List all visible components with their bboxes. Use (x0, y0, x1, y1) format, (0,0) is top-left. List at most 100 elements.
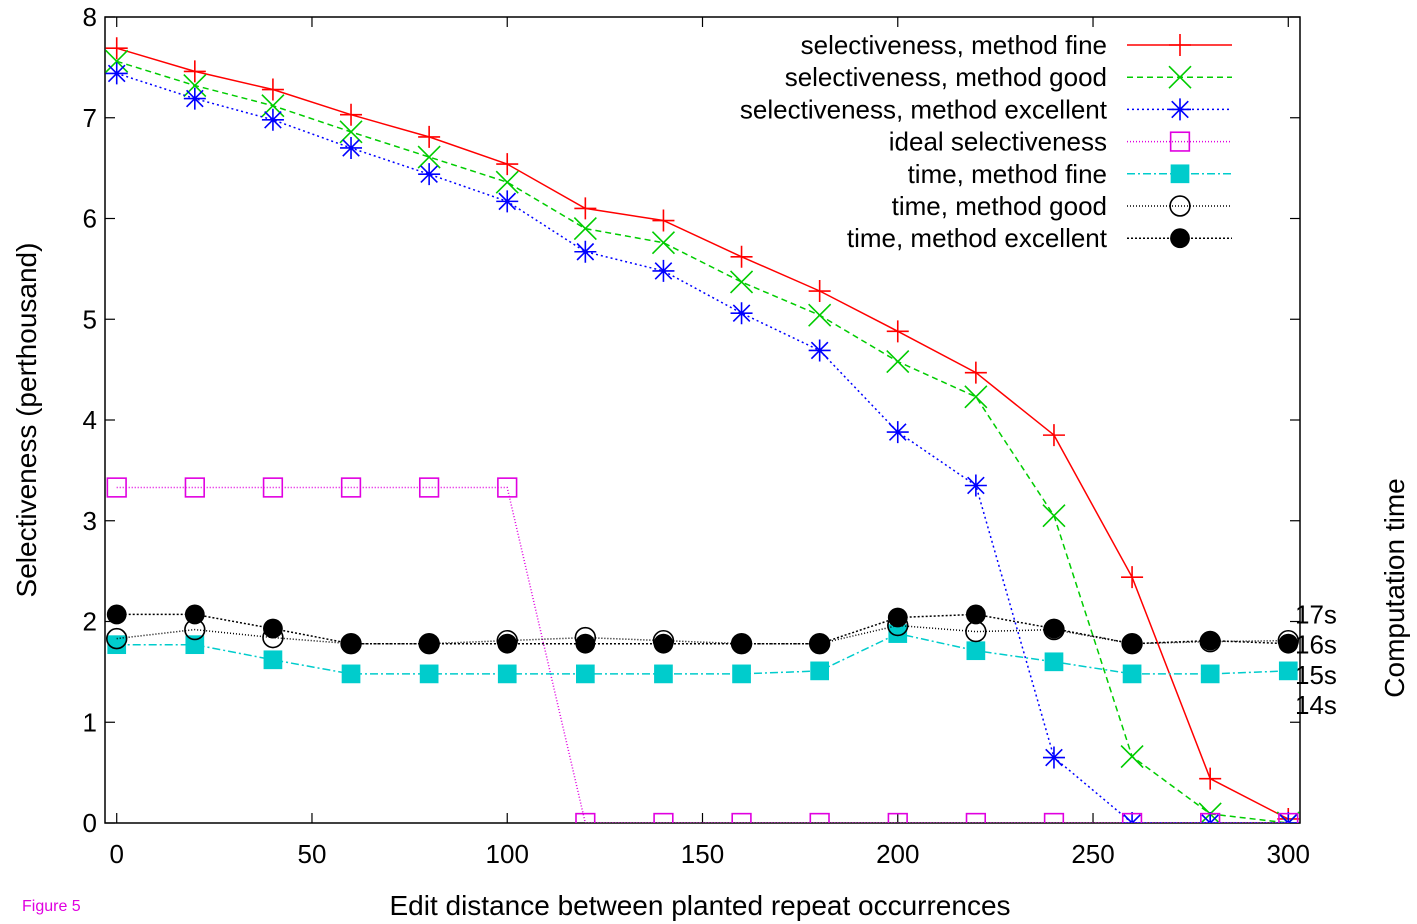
square-marker (965, 812, 987, 823)
legend-item: ideal selectiveness (889, 127, 1232, 157)
cross-marker (886, 349, 910, 374)
square-marker (418, 477, 440, 498)
x-tick-label: 300 (1267, 839, 1310, 869)
plus-marker (261, 78, 284, 101)
cross-marker (964, 385, 988, 409)
filled-square-marker (1122, 664, 1142, 684)
cross-marker (651, 231, 676, 255)
filled-square-marker (1044, 652, 1064, 672)
y2-tick-label: 16s (1295, 630, 1337, 660)
circle-marker (1169, 195, 1191, 217)
cross-marker (808, 303, 832, 327)
square-marker (262, 477, 284, 498)
square-marker (497, 477, 518, 498)
star-marker (183, 87, 206, 110)
filled-square-marker (419, 664, 439, 684)
y-tick-label: 8 (83, 2, 97, 32)
cross-marker (1168, 65, 1192, 89)
cross-marker (1042, 504, 1066, 528)
star-marker (574, 240, 597, 263)
filled-circle-marker (184, 604, 205, 625)
series-line (116, 486, 1289, 823)
filled-square-marker (810, 661, 830, 681)
plus-marker (574, 197, 597, 220)
filled-square-marker (654, 664, 673, 684)
plus-marker (730, 245, 753, 268)
y-tick-label: 6 (83, 204, 97, 234)
series-line (116, 47, 1289, 820)
square-marker (1200, 812, 1221, 823)
figure-label: Figure 5 (22, 898, 81, 915)
x-tick-label: 200 (876, 839, 919, 869)
plus-marker (1169, 34, 1191, 56)
y2-axis-title: Computation time (1379, 478, 1410, 697)
legend-label: selectiveness, method fine (801, 30, 1107, 60)
filled-square-marker (1200, 664, 1220, 684)
legend-item: selectiveness, method fine (801, 30, 1232, 60)
square-marker (106, 477, 127, 498)
filled-square-marker (1170, 164, 1190, 184)
star-marker (652, 259, 675, 282)
filled-circle-marker (1200, 630, 1221, 651)
filled-circle-marker (497, 633, 518, 654)
star-marker (1169, 98, 1191, 121)
square-marker (887, 812, 908, 823)
x-tick-label: 150 (681, 839, 724, 869)
y-tick-label: 7 (83, 103, 97, 133)
legend-label: time, method good (892, 191, 1107, 221)
filled-circle-marker (1044, 618, 1064, 639)
filled-square-marker (185, 635, 205, 655)
filled-circle-marker (809, 633, 830, 654)
cross-marker (417, 145, 441, 169)
square-marker (1043, 812, 1065, 823)
star-marker (418, 163, 441, 186)
series-line (116, 60, 1289, 823)
y-tick-label: 3 (83, 506, 97, 536)
cross-marker (495, 170, 519, 194)
y2-tick-label: 14s (1295, 690, 1337, 720)
filled-square-marker (1278, 661, 1298, 681)
legend-item: selectiveness, method excellent (740, 94, 1232, 124)
cross-marker (1120, 744, 1144, 769)
square-marker (653, 812, 674, 823)
series-line (116, 632, 1289, 675)
circle-marker (106, 627, 128, 650)
filled-circle-marker (731, 633, 752, 654)
star-marker (1042, 746, 1065, 769)
legend-item: time, method good (892, 191, 1232, 221)
plus-marker (886, 320, 909, 343)
cross-marker (105, 49, 129, 73)
series-time-method-excellent (106, 604, 1299, 654)
square-marker (1121, 812, 1143, 823)
y-tick-label: 0 (83, 808, 97, 838)
filled-circle-marker (263, 618, 283, 639)
filled-circle-marker (1278, 633, 1299, 654)
square-marker (340, 477, 362, 498)
star-marker (105, 62, 128, 85)
star-marker (496, 190, 519, 213)
legend-label: ideal selectiveness (889, 127, 1107, 157)
legend-label: time, method excellent (847, 223, 1108, 253)
filled-square-marker (497, 664, 517, 684)
filled-circle-marker (965, 604, 986, 625)
y2-tick-label: 17s (1295, 599, 1337, 629)
legend-item: time, method fine (908, 159, 1232, 189)
star-marker (730, 302, 753, 325)
series-ideal-selectiveness (106, 477, 1299, 823)
filled-circle-marker (419, 633, 440, 654)
series-selectiveness-method-fine (105, 37, 1300, 823)
x-axis-title: Edit distance between planted repeat occ… (389, 890, 1010, 921)
plus-marker (652, 209, 675, 232)
plus-marker (418, 125, 441, 148)
filled-square-marker (263, 650, 283, 670)
filled-circle-marker (887, 607, 908, 628)
y2-tick-label: 15s (1295, 660, 1337, 690)
x-tick-label: 250 (1071, 839, 1114, 869)
star-marker (886, 421, 909, 444)
legend-label: time, method fine (908, 159, 1107, 189)
cross-marker (183, 73, 207, 98)
cross-marker (339, 120, 363, 144)
y-tick-label: 5 (83, 304, 97, 334)
filled-circle-marker (106, 604, 127, 625)
